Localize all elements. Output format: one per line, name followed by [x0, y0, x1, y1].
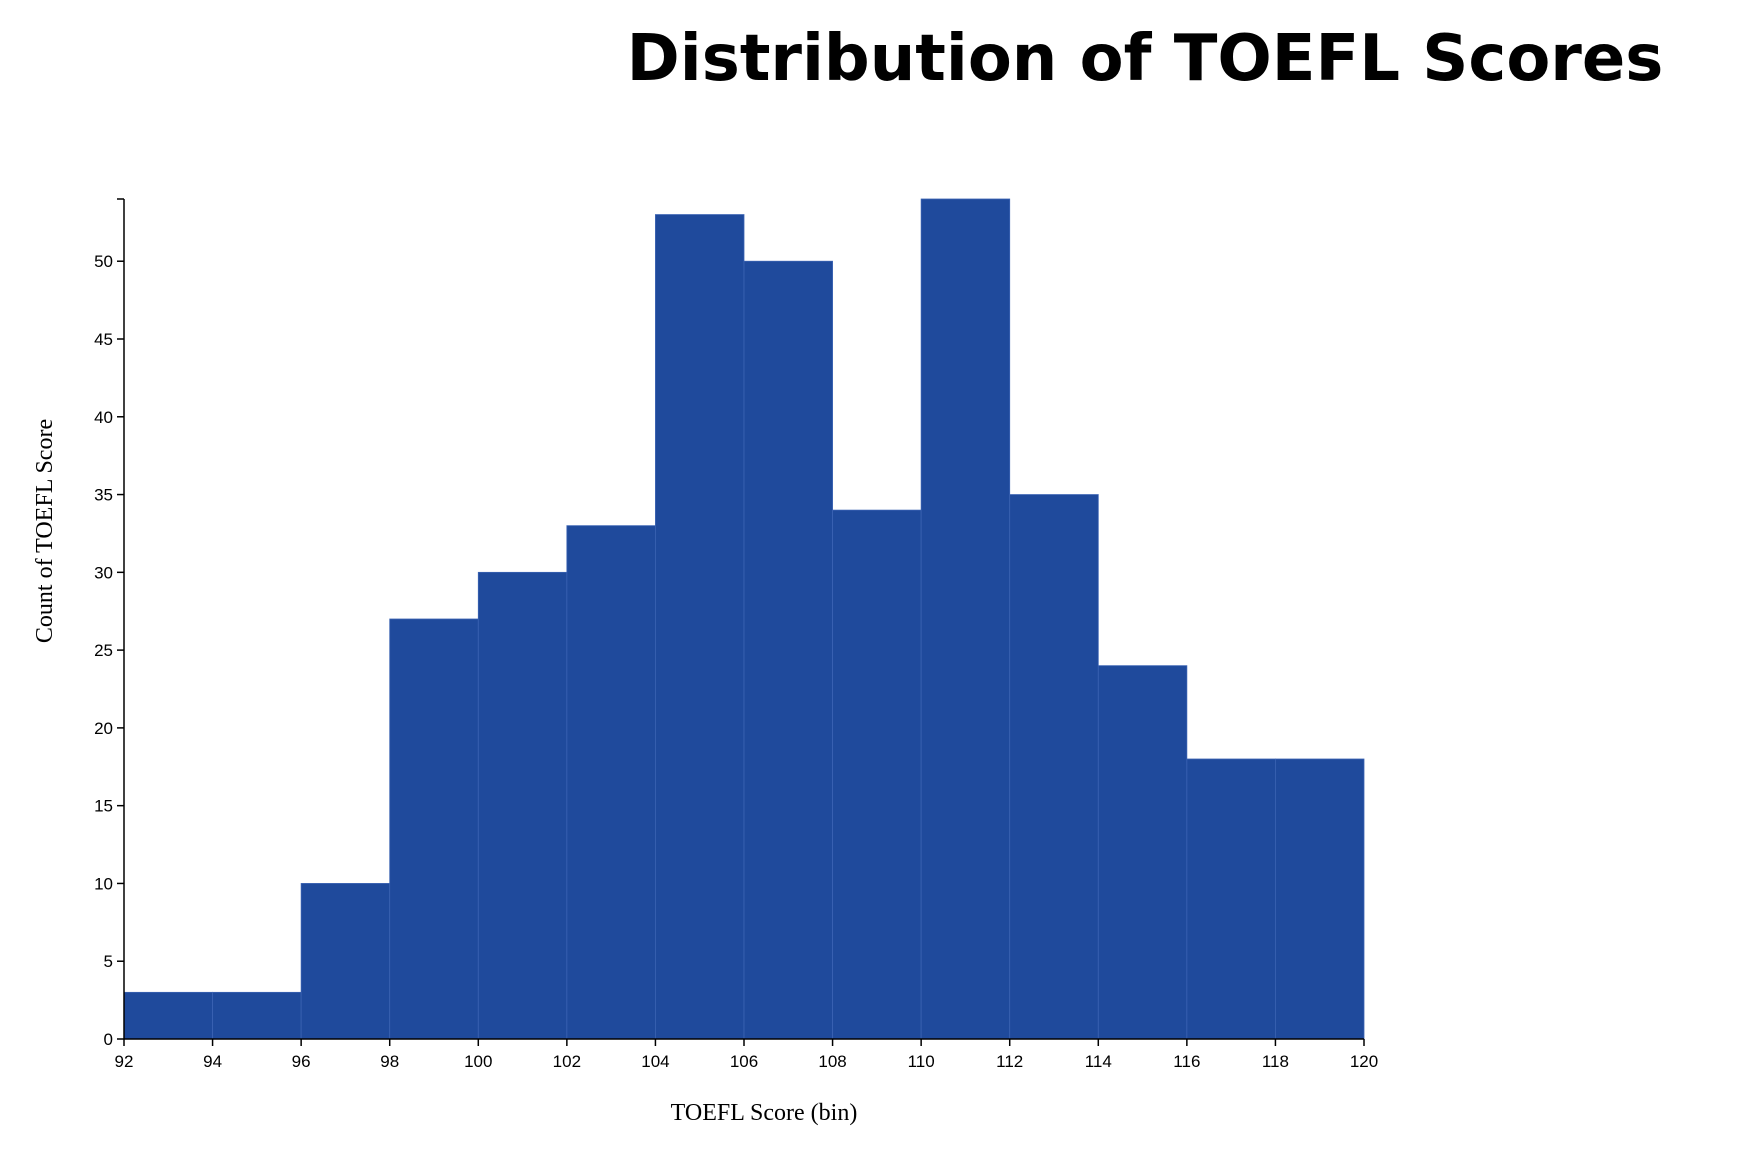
histogram-bar-96-98 [300, 883, 391, 1040]
histogram-bar-114-116 [1097, 665, 1188, 1040]
x-tick-label-112: 112 [996, 1052, 1023, 1071]
histogram-bar-94-96 [212, 991, 302, 1040]
y-tick-label-15: 15 [94, 797, 113, 816]
y-tick-label-35: 35 [94, 486, 113, 505]
y-tick-label-30: 30 [94, 563, 113, 582]
histogram-bar-112-114 [1009, 494, 1099, 1040]
x-tick-label-120: 120 [1350, 1052, 1378, 1071]
histogram-bar-104-106 [655, 214, 745, 1040]
bars-layer [123, 198, 1365, 1040]
y-tick-label-45: 45 [94, 330, 113, 349]
x-tick-label-96: 96 [292, 1052, 311, 1071]
x-tick-label-108: 108 [818, 1052, 846, 1071]
y-axis-title: Count of TOEFL Score [32, 419, 58, 643]
x-tick-label-110: 110 [908, 1052, 935, 1071]
chart-title: Distribution of TOEFL Scores [627, 22, 1664, 96]
histogram-bar-108-110 [832, 509, 922, 1040]
y-tick-label-5: 5 [104, 952, 113, 971]
x-axis: 92 94 96 98 100 102 104 106 108 110 112 114 116 118 12… [115, 1038, 1378, 1071]
histogram-bar-102-104 [566, 525, 656, 1040]
histogram-bar-98-100 [389, 618, 479, 1040]
histogram-bar-116-118 [1186, 758, 1276, 1040]
x-axis-title: TOEFL Score (bin) [671, 1100, 858, 1126]
y-axis: 0 5 10 15 20 25 30 35 40 45 50 [94, 198, 125, 1049]
x-tick-label-116: 116 [1173, 1052, 1200, 1071]
y-tick-label-20: 20 [94, 719, 113, 738]
histogram-bar-100-102 [477, 571, 568, 1040]
y-tick-label-25: 25 [94, 641, 113, 660]
x-tick-label-118: 118 [1262, 1052, 1289, 1071]
x-tick-label-106: 106 [730, 1052, 758, 1071]
x-tick-label-114: 114 [1085, 1052, 1112, 1071]
x-tick-label-100: 100 [464, 1052, 492, 1071]
y-tick-label-40: 40 [94, 408, 113, 427]
x-tick-label-102: 102 [553, 1052, 581, 1071]
x-tick-label-98: 98 [380, 1052, 399, 1071]
histogram-bar-118-120 [1275, 758, 1365, 1040]
y-tick-label-50: 50 [94, 252, 113, 271]
x-tick-label-104: 104 [641, 1052, 669, 1071]
y-tick-label-0: 0 [104, 1030, 113, 1049]
histogram-bar-92-94 [123, 991, 213, 1040]
x-tick-label-94: 94 [203, 1052, 222, 1071]
histogram-bar-106-108 [743, 260, 833, 1040]
x-tick-label-92: 92 [115, 1052, 134, 1071]
y-tick-label-10: 10 [94, 874, 113, 893]
histogram-bar-110-112 [920, 198, 1011, 1040]
